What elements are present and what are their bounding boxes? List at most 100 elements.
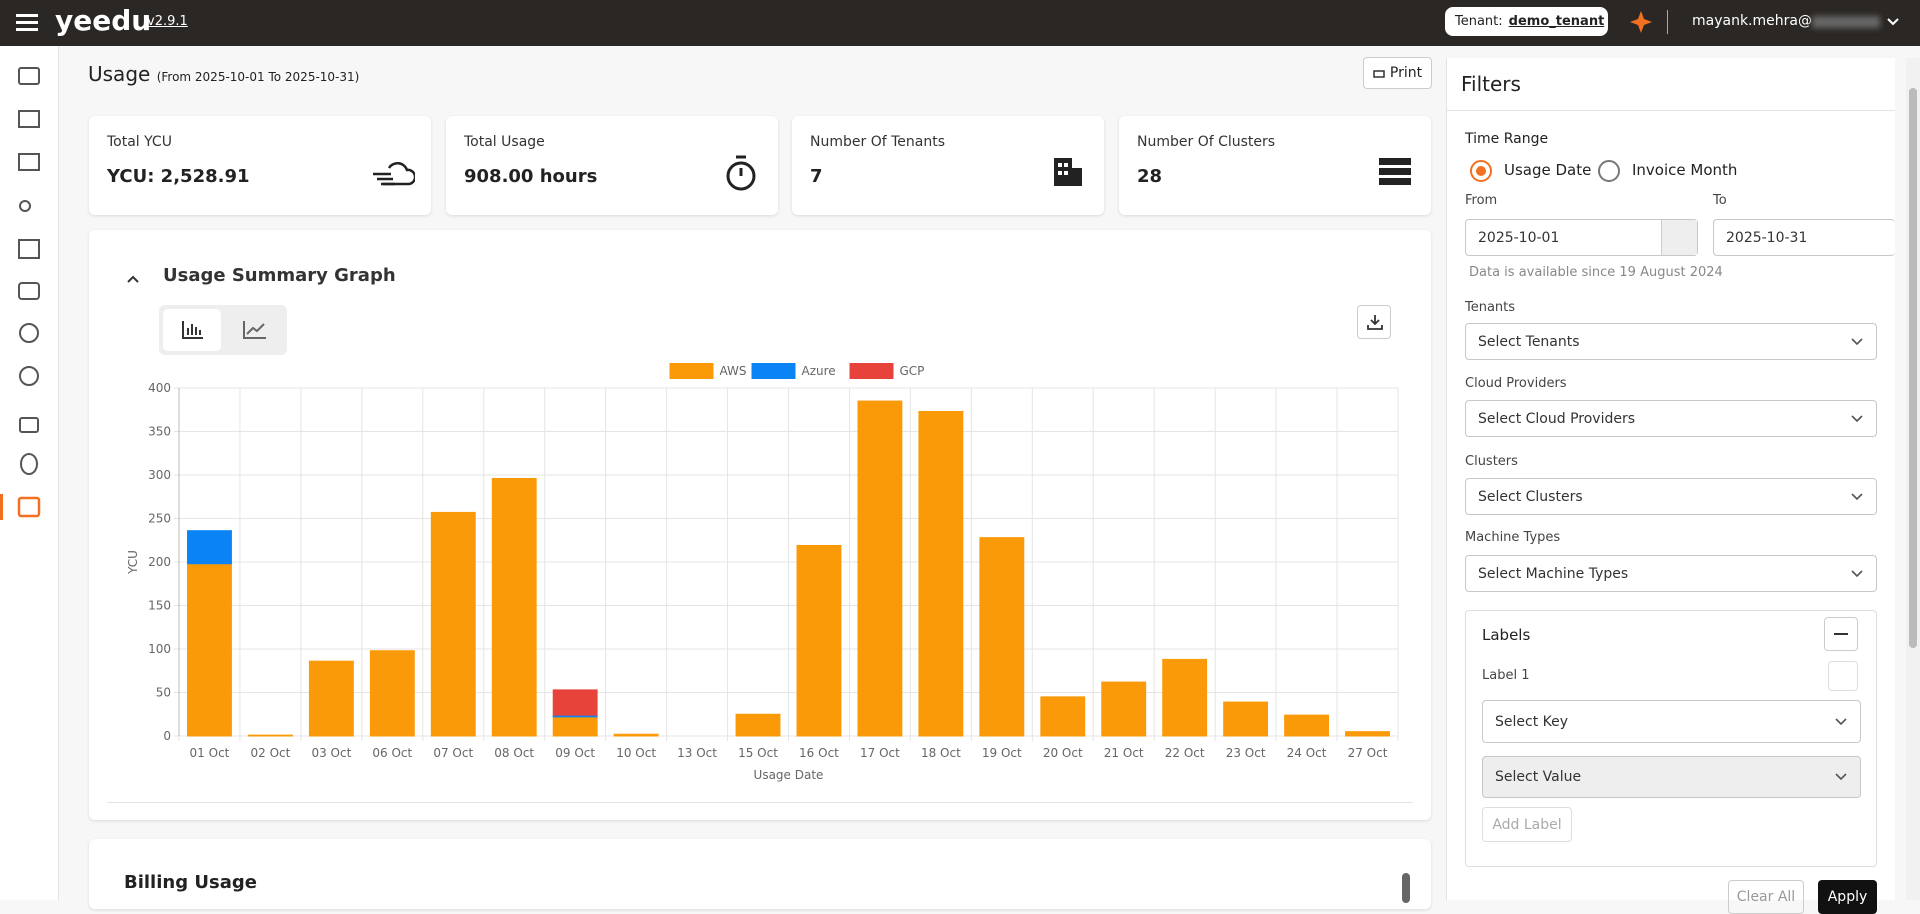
select-text: Select Tenants [1478,333,1580,350]
from-value: 2025-10-01 [1478,229,1560,246]
x-tick-label: 15 Oct [738,746,778,760]
select[interactable]: Select Tenants [1465,323,1877,360]
bar-toggle[interactable] [163,309,221,351]
x-tick-label: 23 Oct [1226,746,1266,760]
bar-segment [735,713,781,737]
field-label: To [1713,193,1727,208]
legend-label: AWS [720,364,747,378]
sidebar-icons[interactable] [0,46,58,526]
stat-value: YCU: 2,528.91 [107,166,250,187]
building-icon [1054,158,1082,186]
stat-card: Total YCU YCU: 2,528.91 [89,116,431,215]
stat-value: 908.00 hours [464,166,598,187]
y-tick-label: 200 [148,555,171,569]
legend-swatch [849,363,894,379]
bar-segment [430,511,476,737]
to-input[interactable]: 2025-10-31 [1713,219,1895,256]
apply-button[interactable]: Apply [1818,880,1877,914]
select-text: Select Key [1495,713,1569,730]
x-tick-label: 01 Oct [190,746,230,760]
select-text: Select Machine Types [1478,565,1629,582]
select-text: Select Value [1495,769,1582,785]
y-tick-label: 400 [148,381,171,395]
panel-title: Usage Summary Graph [163,265,396,286]
bar-segment [1162,658,1208,737]
x-tick-label: 21 Oct [1104,746,1144,760]
billing-title: Billing Usage [124,872,257,893]
print-button[interactable]: Print [1363,57,1432,89]
delete-button[interactable] [1828,661,1858,691]
filters-panel: Filters Time Range Usage Date Invoice Mo… [1446,58,1895,914]
bar-segment [369,650,415,737]
clear-button[interactable]: Clear All [1728,880,1804,914]
x-tick-label: 20 Oct [1043,746,1083,760]
download-button[interactable] [1357,305,1391,339]
x-tick-label: 08 Oct [494,746,534,760]
y-tick-label: 0 [163,729,171,743]
timer-icon [726,155,756,191]
menu-icon[interactable] [16,12,40,34]
y-tick-label: 250 [148,512,171,526]
select-text: Select Clusters [1478,488,1583,505]
field-label: Cloud Providers [1465,376,1567,391]
x-tick-label: 06 Oct [372,746,412,760]
page-scrollbar [1906,58,1920,900]
stat-label: Total Usage [464,134,545,150]
x-tick-label: 02 Oct [251,746,291,760]
filters-title: Filters [1461,72,1521,96]
chevron[interactable] [1886,16,1900,28]
select[interactable]: Select Machine Types [1465,555,1877,592]
stat-card: Total Usage 908.00 hours [446,116,778,215]
y-tick-label: 150 [148,599,171,613]
x-tick-label: 10 Oct [616,746,656,760]
y-tick-label: 300 [148,468,171,482]
radio-selected[interactable] [1469,159,1493,183]
radio[interactable] [1597,159,1621,183]
to-value: 2025-10-31 [1726,229,1808,246]
bar-segment [1040,696,1086,737]
note: Data is available since 19 August 2024 [1469,265,1723,280]
section-label: Time Range [1465,131,1549,147]
line-toggle[interactable] [243,321,267,339]
bar-segment [491,477,537,737]
from-input[interactable]: 2025-10-01 [1465,219,1698,256]
x-tick-label: 17 Oct [860,746,900,760]
legend-swatch [669,363,714,379]
label-name: Label 1 [1482,668,1530,683]
tenant-pill[interactable]: Tenant: demo_tenant [1445,7,1608,36]
date-range: (From 2025-10-01 To 2025-10-31) [156,70,360,84]
x-tick-label: 22 Oct [1165,746,1205,760]
collapse-button[interactable] [1824,617,1858,651]
page-title: Usage (From 2025-10-01 To 2025-10-31) [88,62,359,86]
y-tick-label: 350 [148,425,171,439]
bar-segment [979,537,1025,737]
bar-segment [918,410,964,737]
chart-toggle [159,305,287,355]
select[interactable]: Select Clusters [1465,478,1877,515]
bar-segment [247,734,293,737]
title: Usage [88,62,151,86]
version: v2.9.1 [147,14,188,29]
bar-segment [796,544,842,737]
y-tick-label: 50 [156,686,171,700]
value-select[interactable]: Select Value [1482,756,1861,798]
x-tick-label: 24 Oct [1287,746,1327,760]
top-bar: yeedu v2.9.1 Tenant: demo_tenant mayank.m… [0,0,1920,46]
divider [1447,110,1895,111]
stat-card: Number Of Clusters 28 [1119,116,1431,215]
chart-panel: Usage Summary Graph 0 50 100 150 200 250 300 35… [89,230,1431,820]
bar-segment [552,689,598,716]
radio-label: Invoice Month [1632,161,1738,179]
legend-swatch [751,363,796,379]
chart: 0 50 100 150 200 250 300 350 400 YCU Usage Date AWS… [126,363,1399,782]
select[interactable]: Select Cloud Providers [1465,400,1877,437]
bar-segment [1345,731,1390,737]
ai-icon[interactable] [1630,11,1652,33]
user[interactable]: mayank.mehra@ [1692,13,1812,29]
logo[interactable]: yeedu [55,4,152,37]
add-label-button[interactable]: Add Label [1482,807,1572,842]
bar-segment [187,563,232,737]
key-select[interactable]: Select Key [1482,700,1861,743]
collapse-icon[interactable] [126,274,140,284]
